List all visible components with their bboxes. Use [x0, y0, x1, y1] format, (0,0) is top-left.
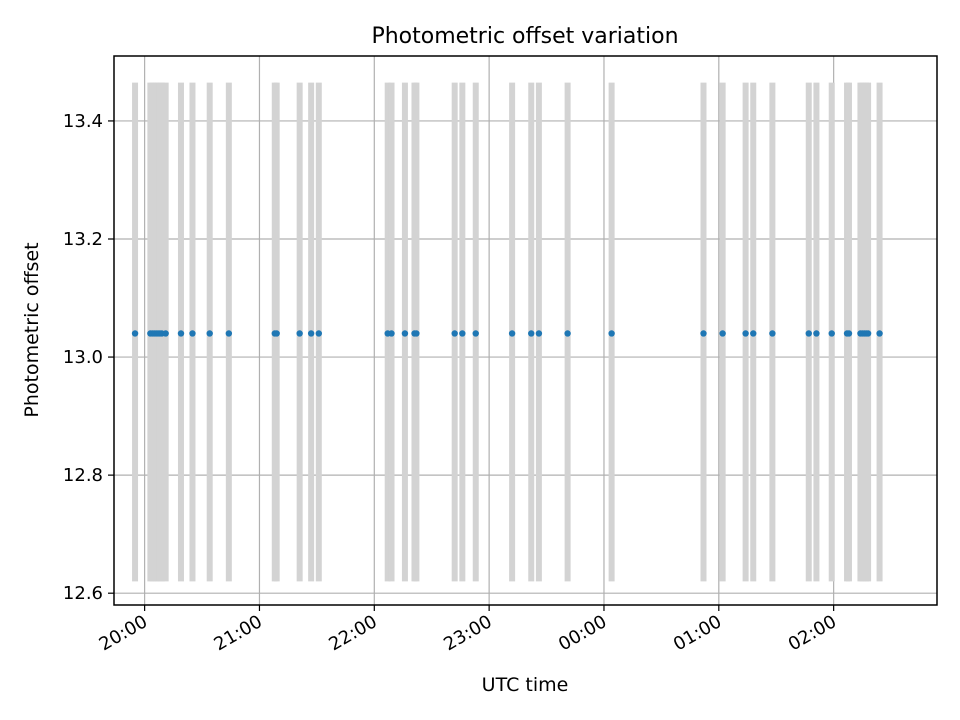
data-point [805, 330, 812, 337]
data-point [451, 330, 458, 337]
data-point [742, 330, 749, 337]
data-point [528, 330, 535, 337]
data-point [769, 330, 776, 337]
data-point [508, 330, 516, 337]
y-tick-label: 12.6 [63, 583, 103, 604]
y-axis-ticks: 12.6 12.8 13.0 13.2 13.4 [63, 111, 114, 604]
plot-frame [113, 55, 938, 606]
error-bars [132, 82, 883, 582]
chart-title: Photometric offset variation [371, 24, 678, 49]
y-tick-label: 13.4 [63, 111, 103, 132]
data-point [388, 330, 395, 337]
y-tick-label: 13.2 [63, 229, 103, 250]
x-tick-label: 20:00 [96, 611, 151, 655]
data-point [535, 330, 543, 337]
data-points [131, 330, 883, 337]
data-point [206, 330, 213, 337]
x-tick-label: 02:00 [785, 611, 840, 655]
x-axis-label: UTC time [482, 674, 569, 696]
data-point [864, 330, 872, 337]
data-point [459, 330, 466, 337]
data-point [472, 330, 479, 337]
data-point [273, 330, 280, 337]
x-tick-label: 00:00 [555, 611, 610, 655]
data-point [162, 330, 169, 337]
data-point [564, 330, 571, 337]
data-point [845, 330, 853, 337]
data-point [307, 330, 315, 337]
y-tick-label: 13.0 [63, 347, 103, 368]
x-tick-label: 22:00 [325, 611, 380, 655]
data-point [608, 330, 615, 337]
y-axis-label: Photometric offset [21, 242, 43, 417]
data-point [828, 330, 835, 337]
data-point [177, 330, 185, 337]
x-axis-ticks: 20:00 21:00 22:00 23:00 00:00 01:00 02:00 [96, 605, 840, 655]
grid-lines [114, 56, 937, 605]
data-point [315, 330, 322, 337]
y-tick-label: 12.8 [63, 465, 103, 486]
data-point [225, 330, 233, 337]
data-point [813, 330, 820, 337]
x-tick-label: 23:00 [440, 611, 495, 655]
data-point [700, 330, 707, 337]
data-point [131, 330, 139, 337]
data-point [413, 330, 420, 337]
data-point [189, 330, 196, 337]
data-point [876, 330, 883, 337]
data-point [750, 330, 757, 337]
x-tick-label: 21:00 [211, 611, 266, 655]
x-tick-label: 01:00 [670, 611, 725, 655]
data-point [719, 330, 726, 337]
data-point [296, 330, 303, 337]
data-point [401, 330, 409, 337]
